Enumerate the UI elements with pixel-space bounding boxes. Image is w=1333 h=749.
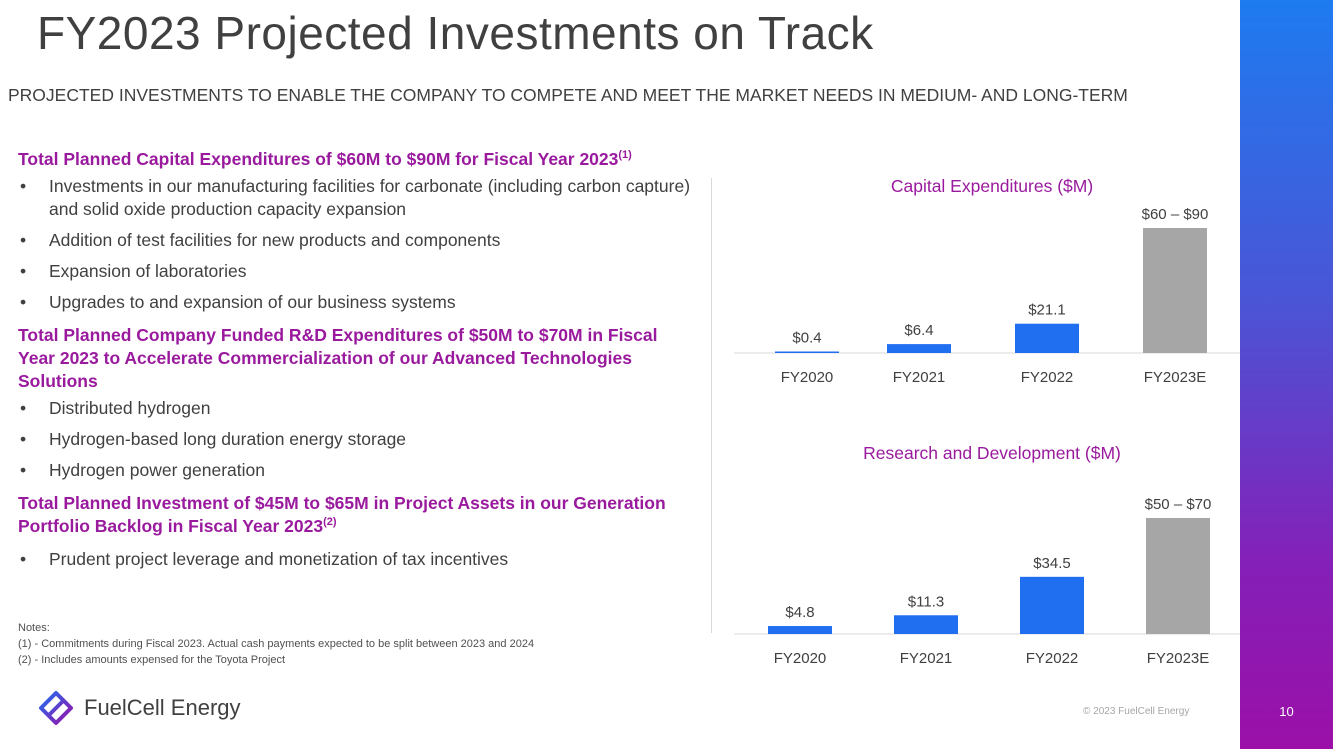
rd-data-label-FY2022: $34.5 [1033,555,1071,572]
capex-data-label-FY2022: $21.1 [1028,302,1066,319]
page-title: FY2023 Projected Investments on Track [37,7,874,59]
capex-data-label-FY2021: $6.4 [904,322,933,339]
capex-tick-label-FY2020: FY2020 [781,369,834,386]
capex-data-label-FY2023E: $60 – $90 [1142,206,1209,223]
capex-bar-FY2020 [775,351,839,353]
rd-data-label-FY2023E: $50 – $70 [1145,496,1212,513]
capex-chart: Capital Expenditures ($M) $0.4 FY2020 $6.4 F… [734,176,1240,386]
note-item-2: (2) - Includes amounts expensed for the … [18,654,285,666]
fuelcell-logo-icon [39,691,73,725]
column-divider [711,178,712,633]
rd-tick-label-FY2021: FY2021 [900,650,953,667]
capex-bar-FY2023E [1143,228,1207,353]
list-item: Expansion of laboratories [18,260,698,283]
page-subtitle: PROJECTED INVESTMENTS TO ENABLE THE COMP… [8,85,1128,105]
notes: Notes: (1) - Commitments during Fiscal 2… [18,620,534,668]
rd-chart-title: Research and Development ($M) [863,443,1121,463]
list-item: Hydrogen-based long duration energy stor… [18,428,698,451]
list-item: Hydrogen power generation [18,459,698,482]
rd-tick-label-FY2022: FY2022 [1026,650,1079,667]
brand-name: FuelCell Energy [84,695,241,720]
capex-bullets: Investments in our manufacturing facilit… [18,175,698,314]
list-item: Addition of test facilities for new prod… [18,229,698,252]
capex-tick-label-FY2021: FY2021 [893,369,946,386]
list-item: Investments in our manufacturing facilit… [18,175,698,221]
list-item: Prudent project leverage and monetizatio… [18,548,698,571]
note-item-1: (1) - Commitments during Fiscal 2023. Ac… [18,638,535,650]
rd-tick-label-FY2023E: FY2023E [1147,650,1210,667]
rd-data-label-FY2020: $4.8 [785,604,814,621]
capex-tick-label-FY2023E: FY2023E [1144,369,1207,386]
project-assets-heading: Total Planned Investment of $45M to $65M… [18,493,666,536]
rd-bar-FY2022 [1020,576,1084,634]
rd-chart: Research and Development ($M) $4.8 FY2020 $… [734,443,1240,667]
capex-tick-label-FY2022: FY2022 [1021,369,1074,386]
note-ref-2: (2) [323,516,337,529]
notes-label: Notes: [18,622,50,634]
right-gradient-bar [1240,0,1333,749]
rd-tick-label-FY2020: FY2020 [774,650,827,667]
content-left: Total Planned Capital Expenditures of $6… [18,148,698,581]
capex-chart-title: Capital Expenditures ($M) [891,176,1093,196]
capex-bar-FY2021 [887,344,951,353]
note-ref-1: (1) [618,149,632,162]
rd-data-label-FY2021: $11.3 [908,593,944,610]
project-assets-bullets: Prudent project leverage and monetizatio… [18,548,698,571]
logo: FuelCell Energy [38,690,241,726]
list-item: Upgrades to and expansion of our busines… [18,291,698,314]
capex-data-label-FY2020: $0.4 [792,330,821,347]
rd-heading: Total Planned Company Funded R&D Expendi… [18,325,658,391]
rd-bar-FY2023E [1146,518,1210,634]
capex-bar-FY2022 [1015,323,1079,353]
list-item: Distributed hydrogen [18,397,698,420]
rd-bar-FY2021 [894,615,958,634]
copyright: © 2023 FuelCell Energy [1083,706,1190,717]
capex-heading: Total Planned Capital Expenditures of $6… [18,149,632,169]
page-number: 10 [1279,704,1294,719]
rd-bullets: Distributed hydrogen Hydrogen-based long… [18,397,698,482]
rd-bar-FY2020 [768,626,832,634]
